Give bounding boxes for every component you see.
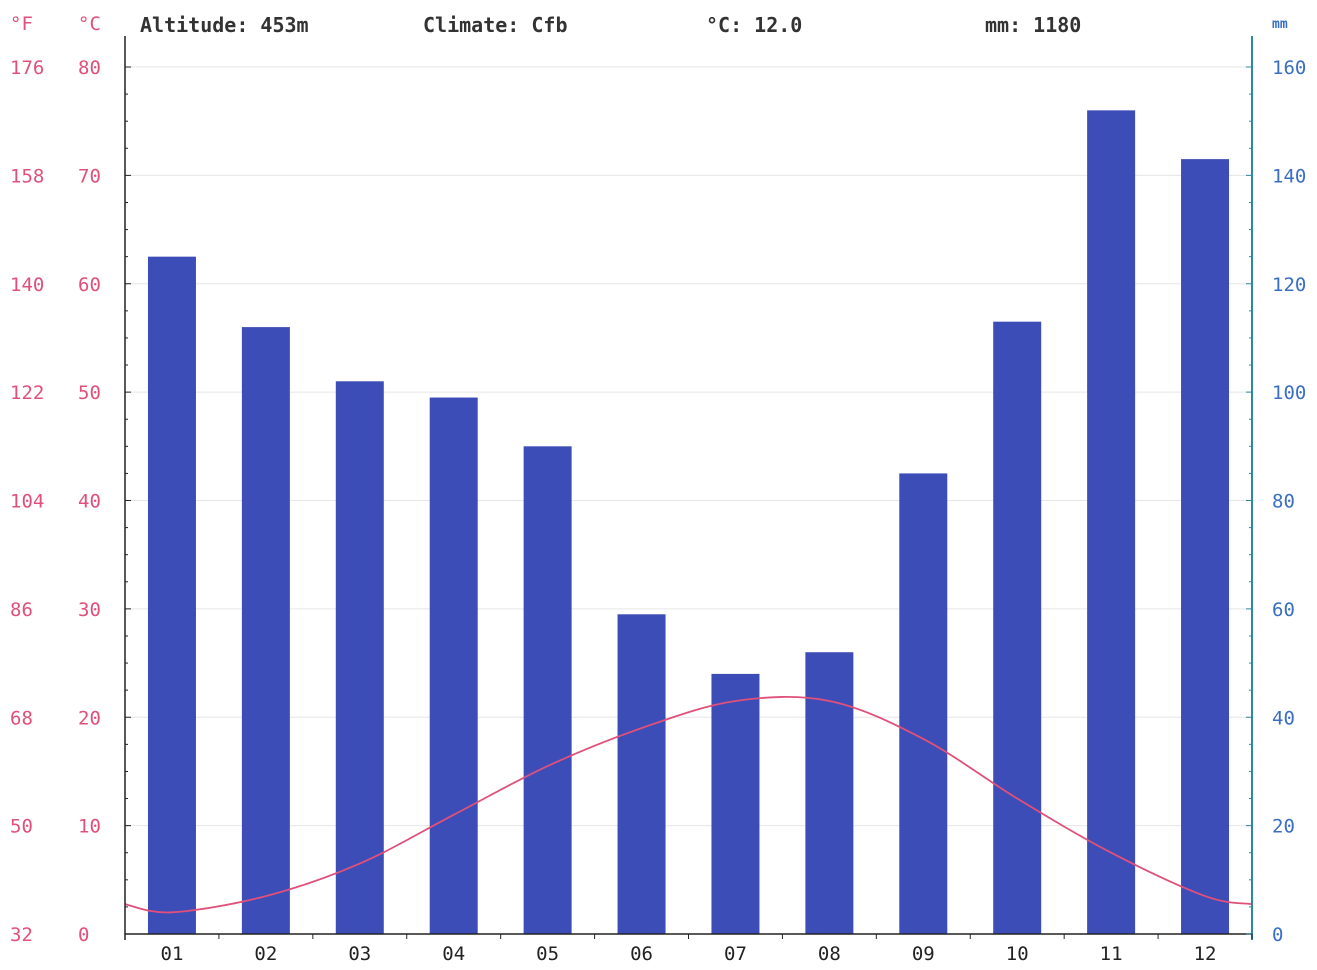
precip-tick-label: 60 <box>1272 599 1295 621</box>
month-label-03: 03 <box>348 943 371 965</box>
month-label-09: 09 <box>912 943 935 965</box>
celsius-unit-label: °C <box>78 13 101 35</box>
month-label-04: 04 <box>442 943 465 965</box>
precip-bar-06 <box>617 614 666 934</box>
celsius-tick-label: 20 <box>78 707 101 729</box>
precipitation-bars <box>147 110 1230 935</box>
month-label-12: 12 <box>1194 943 1217 965</box>
celsius-tick-label: 70 <box>78 165 101 187</box>
month-label-01: 01 <box>161 943 184 965</box>
month-label-05: 05 <box>536 943 559 965</box>
fahrenheit-tick-label: 104 <box>10 491 44 513</box>
precip-bar-12 <box>1181 159 1230 934</box>
precip-bar-07 <box>711 673 760 934</box>
fahrenheit-tick-label: 158 <box>10 165 44 187</box>
celsius-tick-label: 30 <box>78 599 101 621</box>
avg-temp-label: °C: 12.0 <box>706 13 802 37</box>
month-label-02: 02 <box>254 943 277 965</box>
fahrenheit-tick-label: 68 <box>10 707 33 729</box>
precip-bar-11 <box>1087 110 1136 935</box>
precip-total-label: mm: 1180 <box>985 13 1081 37</box>
fahrenheit-unit-label: °F <box>10 13 33 35</box>
celsius-tick-label: 60 <box>78 274 101 296</box>
fahrenheit-tick-label: 122 <box>10 382 44 404</box>
precip-bar-09 <box>899 473 948 934</box>
precip-bar-08 <box>805 652 854 934</box>
celsius-tick-label: 40 <box>78 491 101 513</box>
precip-bar-02 <box>241 327 290 935</box>
mm-unit-label: mm <box>1272 17 1288 32</box>
month-label-07: 07 <box>724 943 747 965</box>
celsius-tick-label: 10 <box>78 816 101 838</box>
month-label-08: 08 <box>818 943 841 965</box>
precip-tick-label: 160 <box>1272 57 1306 79</box>
altitude-label: Altitude: 453m <box>140 13 309 37</box>
fahrenheit-tick-label: 86 <box>10 599 33 621</box>
precip-tick-label: 140 <box>1272 165 1306 187</box>
celsius-tick-label: 0 <box>78 924 89 946</box>
month-label-10: 10 <box>1006 943 1029 965</box>
temperature-line <box>124 696 1253 914</box>
precip-tick-label: 0 <box>1272 924 1283 946</box>
precip-tick-label: 120 <box>1272 274 1306 296</box>
precip-tick-label: 100 <box>1272 382 1306 404</box>
precip-bar-04 <box>429 397 478 934</box>
precip-tick-label: 40 <box>1272 707 1295 729</box>
month-label-06: 06 <box>630 943 653 965</box>
month-label-11: 11 <box>1100 943 1123 965</box>
celsius-tick-label: 80 <box>78 57 101 79</box>
fahrenheit-tick-label: 50 <box>10 816 33 838</box>
celsius-tick-label: 50 <box>78 382 101 404</box>
precip-bar-10 <box>993 321 1042 934</box>
precip-tick-label: 20 <box>1272 816 1295 838</box>
fahrenheit-tick-label: 140 <box>10 274 44 296</box>
gridlines <box>125 66 1252 935</box>
precip-bar-03 <box>335 381 384 935</box>
climate-label: Climate: Cfb <box>423 13 568 37</box>
precip-bar-05 <box>523 446 572 934</box>
fahrenheit-tick-label: 32 <box>10 924 33 946</box>
precip-tick-label: 80 <box>1272 491 1295 513</box>
precip-bar-01 <box>147 256 196 934</box>
fahrenheit-tick-label: 176 <box>10 57 44 79</box>
temperature-line-layer <box>124 696 1253 914</box>
